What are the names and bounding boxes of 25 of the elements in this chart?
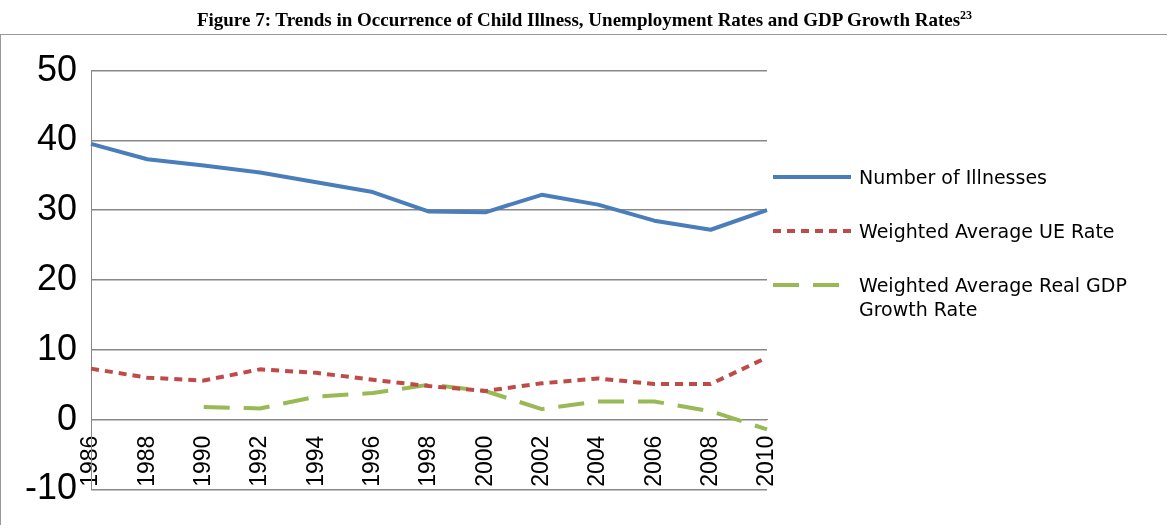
chart-title: Figure 7: Trends in Occurrence of Child Illness, Unemployment Rates and GDP Growth Rates$^{23}$ bbox=[195, 7, 974, 33]
y-tick-label: 50 bbox=[36, 47, 78, 89]
x-tick-label: 1994 bbox=[301, 435, 328, 487]
x-tick-label: 1986 bbox=[76, 435, 103, 487]
x-tick-label: 1998 bbox=[414, 435, 441, 487]
y-tick-label: 0 bbox=[57, 396, 78, 438]
x-tick-label: 1992 bbox=[245, 435, 272, 487]
legend-label: Weighted Average UE Rate bbox=[859, 219, 1116, 243]
x-tick-label: 2002 bbox=[527, 435, 554, 487]
x-tick-label: 2000 bbox=[470, 435, 497, 487]
legend-label: Number of Illnesses bbox=[859, 165, 1048, 189]
x-tick-label: 2004 bbox=[583, 435, 610, 487]
x-tick-label: 1990 bbox=[189, 435, 216, 487]
x-tick-label: 1988 bbox=[132, 435, 159, 487]
y-tick-label: 10 bbox=[36, 326, 78, 368]
x-tick-label: 2008 bbox=[696, 435, 723, 487]
y-tick-label: 20 bbox=[36, 256, 78, 298]
y-tick-label: 30 bbox=[36, 187, 78, 229]
y-tick-label: 40 bbox=[36, 117, 78, 159]
line-series bbox=[201, 382, 769, 432]
x-tick-label: 2010 bbox=[752, 435, 779, 487]
x-tick-label: 1996 bbox=[358, 435, 385, 487]
legend-label: Weighted Average Real GDP Growth Rate bbox=[859, 273, 1128, 321]
x-tick-label: 2006 bbox=[639, 435, 666, 487]
y-tick-label: -10 bbox=[25, 466, 78, 508]
